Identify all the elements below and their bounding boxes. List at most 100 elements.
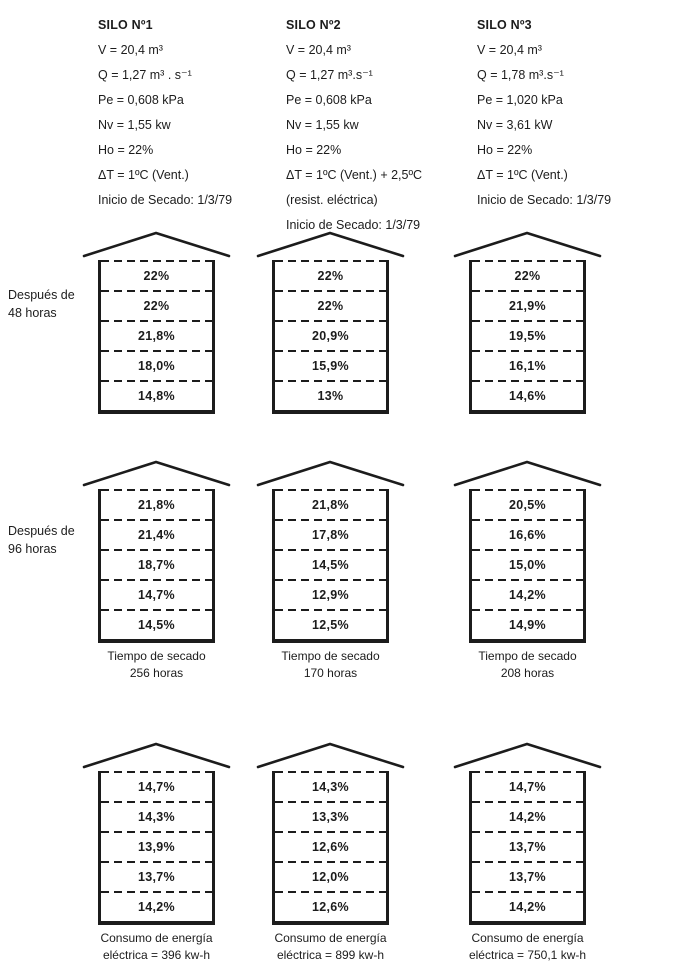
moisture-layer-5: 13% (317, 389, 344, 403)
spec-line: Inicio de Secado: 1/3/79 (477, 192, 612, 207)
moisture-layer-1: 22% (514, 269, 541, 283)
moisture-layer-3: 21,8% (138, 329, 175, 343)
layer-dashed-separator (101, 801, 212, 803)
layer-dashed-separator (275, 831, 386, 833)
moisture-layer-4: 14,2% (509, 588, 546, 602)
spec-line: (resist. eléctrica) (286, 192, 378, 207)
silo-body: 21,8% 17,8% 14,5% 12,9% 12,5% (272, 489, 389, 643)
moisture-layer-2: 13,3% (312, 810, 349, 824)
moisture-layer-3: 15,0% (509, 558, 546, 572)
layer-dashed-separator (275, 320, 386, 322)
silo-roof-icon (453, 231, 602, 258)
silo-2-title: SILO Nº2 (286, 17, 341, 32)
spec-line: ΔT = 1ºC (Vent.) (98, 167, 189, 182)
moisture-layer-2: 22% (317, 299, 344, 313)
silo-caption: Tiempo de secado 208 horas (453, 648, 602, 682)
moisture-layer-3: 13,9% (138, 840, 175, 854)
moisture-layer-3: 12,6% (312, 840, 349, 854)
silo-body: 14,7% 14,3% 13,9% 13,7% 14,2% (98, 771, 215, 925)
layer-dashed-separator (472, 519, 583, 521)
grain-top-dashed-line (275, 489, 386, 491)
moisture-layer-4: 13,7% (509, 870, 546, 884)
grain-top-dashed-line (275, 260, 386, 262)
layer-dashed-separator (101, 579, 212, 581)
silo-1-spec-lines: V = 20,4 m³ Q = 1,27 m³ . s⁻¹ Pe = 0,608 k… (98, 37, 232, 212)
silo-body: 20,5% 16,6% 15,0% 14,2% 14,9% (469, 489, 586, 643)
silo-body: 21,8% 21,4% 18,7% 14,7% 14,5% (98, 489, 215, 643)
layer-dashed-separator (275, 609, 386, 611)
silo-roof-icon (453, 742, 602, 769)
silo-roof-icon (256, 742, 405, 769)
layer-dashed-separator (101, 861, 212, 863)
spec-line: ΔT = 1ºC (Vent.) + 2,5ºC (286, 167, 423, 182)
silo-caption: Consumo de energía eléctrica = 750,1 kw-… (453, 930, 602, 964)
moisture-layer-1: 20,5% (509, 498, 546, 512)
grain-top-dashed-line (275, 771, 386, 773)
grain-top-dashed-line (472, 489, 583, 491)
spec-line: V = 20,4 m³ (477, 42, 542, 57)
layer-dashed-separator (275, 861, 386, 863)
spec-block-silo-2: SILO Nº2 V = 20,4 m³ Q = 1,27 m³.s⁻¹ Pe = … (286, 12, 422, 237)
spec-line: Q = 1,27 m³.s⁻¹ (286, 68, 373, 82)
silo-row3-col3: 14,7% 14,2% 13,7% 13,7% 14,2% Consumo de… (453, 739, 602, 964)
layer-dashed-separator (275, 380, 386, 382)
spec-line: Pe = 1,020 kPa (477, 92, 563, 107)
layer-dashed-separator (101, 350, 212, 352)
spec-line: Inicio de Secado: 1/3/79 (98, 192, 233, 207)
layer-dashed-separator (101, 609, 212, 611)
moisture-layer-4: 15,9% (312, 359, 349, 373)
spec-line: Nv = 1,55 kw (98, 117, 171, 132)
silo-caption-line-2: 256 horas (129, 666, 184, 680)
silo-caption: Tiempo de secado 170 horas (256, 648, 405, 682)
row-label-line: Después de (8, 524, 75, 538)
moisture-layer-1: 14,7% (138, 780, 175, 794)
silo-caption-line-1: Consumo de energía (100, 931, 213, 945)
moisture-layer-2: 22% (143, 299, 170, 313)
spec-block-silo-3: SILO Nº3 V = 20,4 m³ Q = 1,78 m³.s⁻¹ Pe = … (477, 12, 611, 212)
silo-body: 14,3% 13,3% 12,6% 12,0% 12,6% (272, 771, 389, 925)
layer-dashed-separator (101, 320, 212, 322)
silo-body: 22% 22% 21,8% 18,0% 14,8% (98, 260, 215, 414)
layer-dashed-separator (275, 290, 386, 292)
moisture-layer-3: 14,5% (312, 558, 349, 572)
silo-roof-icon (82, 231, 231, 258)
silo-caption-line-1: Tiempo de secado (281, 649, 380, 663)
layer-dashed-separator (101, 891, 212, 893)
silo-row3-col1: 14,7% 14,3% 13,9% 13,7% 14,2% Consumo de… (82, 739, 231, 964)
moisture-layer-5: 14,6% (509, 389, 546, 403)
moisture-layer-4: 18,0% (138, 359, 175, 373)
layer-dashed-separator (472, 380, 583, 382)
grain-top-dashed-line (472, 260, 583, 262)
row-label-line: Después de (8, 288, 75, 302)
silo-caption-line-2: eléctrica = 396 kw-h (102, 948, 211, 962)
spec-block-silo-1: SILO Nº1 V = 20,4 m³ Q = 1,27 m³ . s⁻¹ Pe … (98, 12, 232, 212)
moisture-layer-3: 20,9% (312, 329, 349, 343)
moisture-layer-1: 21,8% (138, 498, 175, 512)
moisture-layer-5: 14,5% (138, 618, 175, 632)
spec-line: Ho = 22% (98, 142, 154, 157)
spec-line: V = 20,4 m³ (286, 42, 351, 57)
layer-dashed-separator (101, 519, 212, 521)
moisture-layer-4: 16,1% (509, 359, 546, 373)
moisture-layer-1: 14,7% (509, 780, 546, 794)
silo-caption-line-2: eléctrica = 899 kw-h (276, 948, 385, 962)
layer-dashed-separator (472, 609, 583, 611)
silo-caption: Consumo de energía eléctrica = 396 kw-h (82, 930, 231, 964)
layer-dashed-separator (101, 290, 212, 292)
silo-row3-col2: 14,3% 13,3% 12,6% 12,0% 12,6% Consumo de… (256, 739, 405, 964)
silo-row1-col3: 22% 21,9% 19,5% 16,1% 14,6% (453, 228, 602, 414)
silo-caption: Consumo de energía eléctrica = 899 kw-h (256, 930, 405, 964)
layer-dashed-separator (472, 350, 583, 352)
silo-row2-col2: 21,8% 17,8% 14,5% 12,9% 12,5% Tiempo de … (256, 457, 405, 682)
silo-caption-line-1: Tiempo de secado (107, 649, 206, 663)
moisture-layer-2: 14,3% (138, 810, 175, 824)
grain-top-dashed-line (101, 260, 212, 262)
silo-caption-line-2: 208 horas (500, 666, 555, 680)
grain-top-dashed-line (101, 489, 212, 491)
silo-body: 22% 21,9% 19,5% 16,1% 14,6% (469, 260, 586, 414)
layer-dashed-separator (101, 831, 212, 833)
moisture-layer-1: 22% (143, 269, 170, 283)
silo-row2-col1: 21,8% 21,4% 18,7% 14,7% 14,5% Tiempo de … (82, 457, 231, 682)
moisture-layer-5: 14,9% (509, 618, 546, 632)
